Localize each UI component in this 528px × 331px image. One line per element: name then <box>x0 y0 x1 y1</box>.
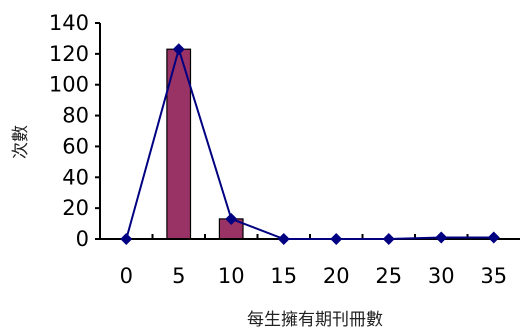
x-tick-label-20: 20 <box>323 264 350 288</box>
x-axis-title: 每生擁有期刊冊數 <box>247 310 383 330</box>
line-point-30 <box>435 231 448 244</box>
y-tick-label-140: 140 <box>49 11 89 35</box>
y-axis-title: 次數 <box>11 125 31 159</box>
x-tick-label-25: 25 <box>375 264 402 288</box>
x-tick-label-10: 10 <box>218 264 245 288</box>
y-tick-label-60: 60 <box>62 134 89 158</box>
x-tick-label-35: 35 <box>480 264 507 288</box>
y-tick-label-100: 100 <box>49 73 89 97</box>
line-point-5 <box>172 43 185 56</box>
y-tick-label-80: 80 <box>62 104 89 128</box>
axes-layer <box>99 23 520 240</box>
x-tick-label-5: 5 <box>172 264 185 288</box>
markers-layer <box>120 43 500 245</box>
line-point-35 <box>487 231 500 244</box>
line-point-15 <box>277 233 290 245</box>
y-tick-label-40: 40 <box>62 165 89 189</box>
y-tick-label-20: 20 <box>62 196 89 220</box>
x-tick-label-15: 15 <box>270 264 297 288</box>
x-ticks-layer: 0 5 10 15 20 25 30 35 <box>120 234 507 288</box>
x-tick-label-30: 30 <box>428 264 455 288</box>
line-point-0 <box>120 233 133 245</box>
x-tick-label-0: 0 <box>120 264 133 288</box>
y-ticks-layer: 0 20 40 60 80 100 120 140 <box>49 11 100 251</box>
y-tick-label-120: 120 <box>49 42 89 66</box>
line-point-20 <box>330 233 343 245</box>
line-point-25 <box>382 233 395 245</box>
line-point-10 <box>225 212 238 225</box>
frequency-line <box>125 45 494 240</box>
bars-layer <box>166 48 244 240</box>
line-layer <box>125 45 494 240</box>
y-tick-label-0: 0 <box>76 227 89 251</box>
